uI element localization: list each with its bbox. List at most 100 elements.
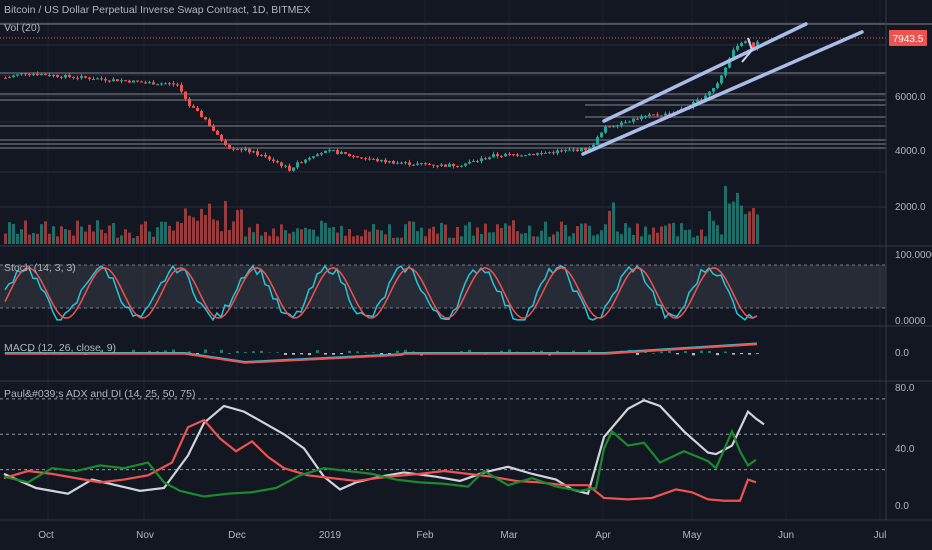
macd-hist-bar bbox=[284, 353, 287, 355]
candle-body bbox=[204, 117, 207, 120]
volume-bar bbox=[652, 227, 655, 244]
candle-body bbox=[144, 82, 147, 84]
volume-bar bbox=[720, 234, 723, 244]
candle-body bbox=[604, 126, 607, 133]
volume-bar bbox=[716, 225, 719, 244]
volume-bar bbox=[144, 221, 147, 244]
volume-bar bbox=[12, 223, 15, 244]
volume-bar bbox=[392, 237, 395, 244]
volume-bar bbox=[448, 237, 451, 244]
volume-bar bbox=[572, 233, 575, 244]
volume-bar bbox=[584, 223, 587, 244]
candle-body bbox=[636, 118, 639, 120]
volume-bar bbox=[728, 203, 731, 244]
last-price-tag: 7943.5 bbox=[889, 30, 927, 46]
candle-body bbox=[364, 158, 367, 160]
volume-bar bbox=[536, 236, 539, 244]
candle-body bbox=[552, 152, 555, 154]
volume-bar bbox=[220, 231, 223, 244]
volume-bar bbox=[224, 201, 227, 244]
volume-bar bbox=[488, 232, 491, 244]
volume-bar bbox=[440, 222, 443, 244]
price-tag-text: 7943.5 bbox=[893, 34, 924, 45]
volume-bar bbox=[616, 231, 619, 244]
macd-hist-bar bbox=[372, 352, 375, 353]
volume-bar bbox=[420, 227, 423, 244]
volume-bar bbox=[204, 214, 207, 244]
volume-bar bbox=[316, 236, 319, 244]
adx-tick-label: 40.0 bbox=[895, 444, 915, 455]
candle-body bbox=[148, 82, 151, 84]
candle-body bbox=[376, 158, 379, 162]
volume-bar bbox=[660, 226, 663, 244]
candle-body bbox=[448, 164, 451, 167]
volume-bar bbox=[340, 225, 343, 244]
volume-bar bbox=[500, 227, 503, 244]
volume-bar bbox=[700, 229, 703, 244]
candle-body bbox=[324, 150, 327, 154]
candle-body bbox=[612, 126, 615, 128]
candle-body bbox=[660, 115, 663, 117]
macd-hist-bar bbox=[588, 350, 591, 353]
candle-body bbox=[128, 80, 131, 83]
candle-body bbox=[264, 154, 267, 157]
volume-label: Vol (20) bbox=[4, 22, 41, 34]
candle-body bbox=[452, 164, 455, 167]
macd-hist-bar bbox=[148, 350, 151, 353]
x-tick-label: 2019 bbox=[319, 530, 342, 541]
candle-body bbox=[56, 74, 59, 77]
candle-body bbox=[296, 162, 299, 168]
candle-body bbox=[496, 154, 499, 157]
candle-body bbox=[176, 84, 179, 86]
candle-body bbox=[292, 167, 295, 171]
candle-body bbox=[32, 73, 35, 75]
volume-bar bbox=[684, 229, 687, 244]
candle-body bbox=[216, 130, 219, 135]
volume-bar bbox=[428, 228, 431, 244]
candle-body bbox=[212, 125, 215, 131]
x-tick-label: Mar bbox=[500, 530, 518, 541]
candle-body bbox=[288, 165, 291, 171]
candle-body bbox=[36, 73, 39, 75]
trendlines[interactable] bbox=[581, 22, 864, 156]
volume-bar bbox=[484, 223, 487, 244]
volume-bar bbox=[496, 224, 499, 244]
volume-bar bbox=[52, 226, 55, 244]
volume-bar bbox=[744, 214, 747, 244]
candle-body bbox=[628, 121, 631, 123]
macd-hist-bar bbox=[164, 350, 167, 353]
candle-body bbox=[8, 77, 11, 79]
stoch-tick-label: 0.0000 bbox=[895, 316, 926, 327]
volume-bar bbox=[464, 225, 467, 244]
candle-body bbox=[488, 157, 491, 160]
volume-bar bbox=[196, 220, 199, 244]
volume-bar bbox=[592, 235, 595, 244]
candle-body bbox=[92, 79, 95, 81]
volume-bar bbox=[644, 226, 647, 244]
volume-bar bbox=[692, 237, 695, 244]
candle-body bbox=[740, 42, 743, 47]
volume-bar bbox=[176, 221, 179, 244]
candle-body bbox=[116, 79, 119, 82]
macd-tick-label: 0.0 bbox=[895, 348, 909, 359]
volume-bar bbox=[376, 229, 379, 244]
volume-bar bbox=[640, 236, 643, 244]
candle-body bbox=[232, 148, 235, 150]
macd-hist-bar bbox=[404, 349, 407, 353]
candle-body bbox=[164, 83, 167, 85]
volume-bar bbox=[236, 210, 239, 244]
volume-bar bbox=[124, 229, 127, 244]
volume-bar bbox=[468, 222, 471, 244]
macd-hist-bar bbox=[204, 349, 207, 353]
candle-body bbox=[24, 73, 27, 75]
candle-body bbox=[76, 77, 79, 79]
stoch-panel bbox=[0, 264, 886, 322]
candle-body bbox=[500, 156, 503, 158]
volume-bar bbox=[588, 225, 591, 244]
macd-hist-bar bbox=[380, 353, 383, 355]
stoch-tick-label: 100.0000 bbox=[895, 250, 932, 261]
macd-hist-bar bbox=[636, 353, 639, 355]
upper-trendline bbox=[602, 22, 808, 123]
macd-hist-bar bbox=[388, 353, 391, 355]
